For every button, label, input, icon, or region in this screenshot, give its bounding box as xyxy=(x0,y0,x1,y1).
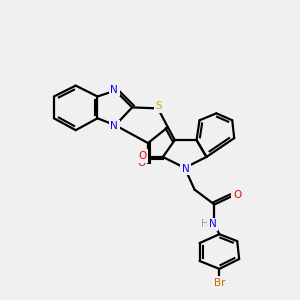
Text: S: S xyxy=(156,101,162,111)
Text: H: H xyxy=(201,219,208,229)
Text: Br: Br xyxy=(214,278,225,288)
Text: N: N xyxy=(182,164,190,174)
Text: N: N xyxy=(110,121,118,131)
Text: N: N xyxy=(110,85,118,94)
Text: O: O xyxy=(138,151,146,161)
Text: O: O xyxy=(137,158,145,168)
Text: O: O xyxy=(233,190,241,200)
Text: N: N xyxy=(208,219,216,229)
